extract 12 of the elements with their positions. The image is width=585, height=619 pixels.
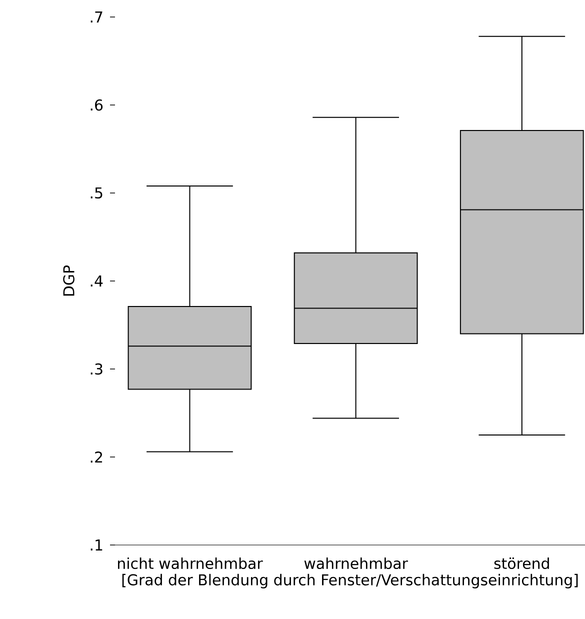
x-axis-title: [Grad der Blendung durch Fenster/Verschattungseinrichtung] — [122, 574, 578, 588]
y-axis-title: DGP — [63, 265, 74, 296]
y-tick-label: .2 — [90, 451, 102, 463]
x-tick-label: störend — [494, 557, 549, 570]
y-tick-label: .3 — [90, 363, 102, 375]
x-tick-label: wahrnehmbar — [304, 557, 408, 570]
y-tick-label: .7 — [90, 12, 102, 22]
y-tick-label: .5 — [90, 187, 102, 199]
y-tick-label: .1 — [90, 540, 102, 550]
y-tick-label: .4 — [90, 276, 103, 286]
y-tick-label: .6 — [90, 99, 103, 111]
x-tick-label: nicht wahrnehmbar — [118, 557, 263, 570]
